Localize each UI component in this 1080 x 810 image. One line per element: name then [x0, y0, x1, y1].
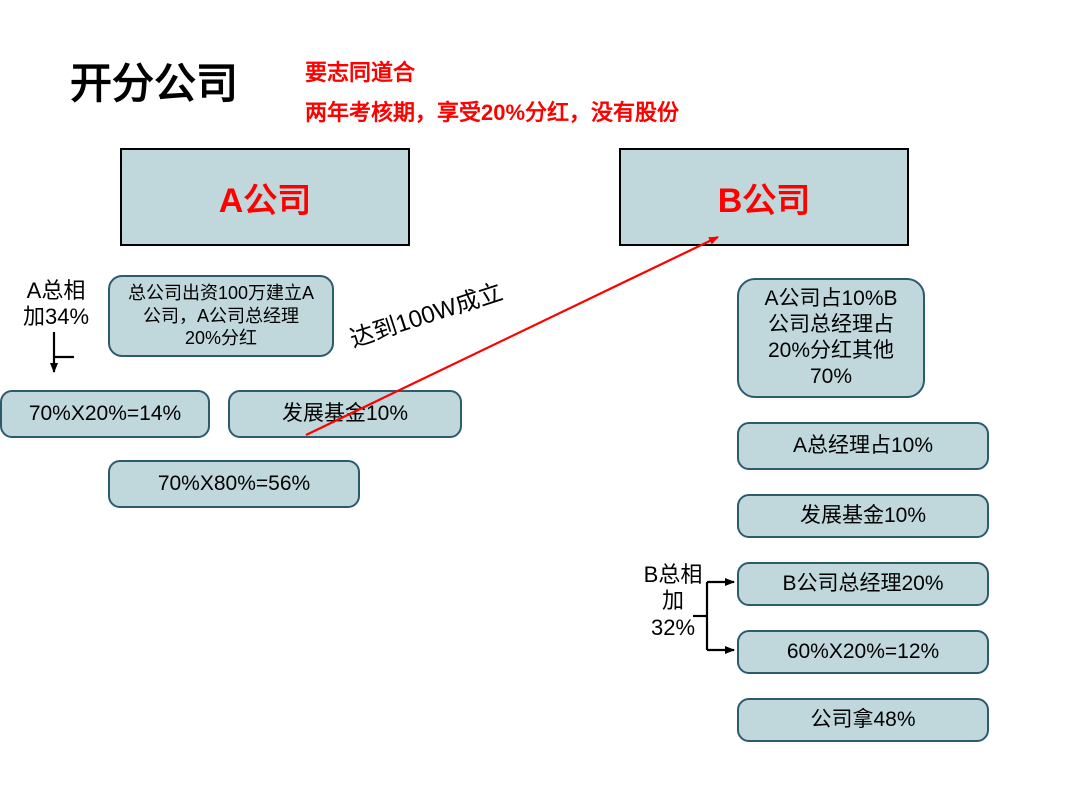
b-bmgr-20: B公司总经理20% — [737, 562, 989, 606]
b-calc-12-text: 60%X20%=12% — [787, 639, 939, 665]
b-fund-10: 发展基金10% — [737, 494, 989, 538]
b-bmgr-20-text: B公司总经理20% — [782, 571, 943, 597]
a-calc-14-text: 70%X20%=14% — [29, 401, 181, 427]
page-title: 开分公司 — [70, 50, 238, 111]
a-fund-10: 发展基金10% — [228, 390, 462, 438]
company-a-label: A公司 — [219, 173, 312, 222]
b-comp-48-text: 公司拿48% — [810, 707, 915, 733]
b-amgr-10: A总经理占10% — [737, 422, 989, 470]
subtitle-1: 两年考核期，享受20%分红，没有股份 — [305, 95, 679, 127]
company-b-label: B公司 — [718, 173, 811, 222]
b-calc-12: 60%X20%=12% — [737, 630, 989, 674]
b-desc-text: A公司占10%B 公司总经理占 20%分红其他 70% — [764, 286, 897, 391]
company-a: A公司 — [120, 148, 410, 246]
a-desc: 总公司出资100万建立A 公司，A公司总经理 20%分红 — [108, 275, 334, 357]
subtitle-0: 要志同道合 — [305, 55, 415, 87]
b-fund-10-text: 发展基金10% — [800, 503, 926, 529]
b-desc: A公司占10%B 公司总经理占 20%分红其他 70% — [737, 278, 925, 398]
company-b: B公司 — [619, 148, 909, 246]
a-sum-label: A总相 加34% — [12, 278, 100, 331]
a-desc-text: 总公司出资100万建立A 公司，A公司总经理 20%分红 — [128, 282, 314, 350]
a-fund-10-text: 发展基金10% — [282, 401, 408, 427]
a-calc-14: 70%X20%=14% — [0, 390, 210, 438]
b-sum-label: B总相 加 32% — [628, 562, 718, 641]
a-calc-56: 70%X80%=56% — [108, 460, 360, 508]
b-comp-48: 公司拿48% — [737, 698, 989, 742]
reach-100w: 达到100W成立 — [345, 272, 507, 354]
a-calc-56-text: 70%X80%=56% — [158, 471, 310, 497]
b-amgr-10-text: A总经理占10% — [793, 433, 933, 459]
